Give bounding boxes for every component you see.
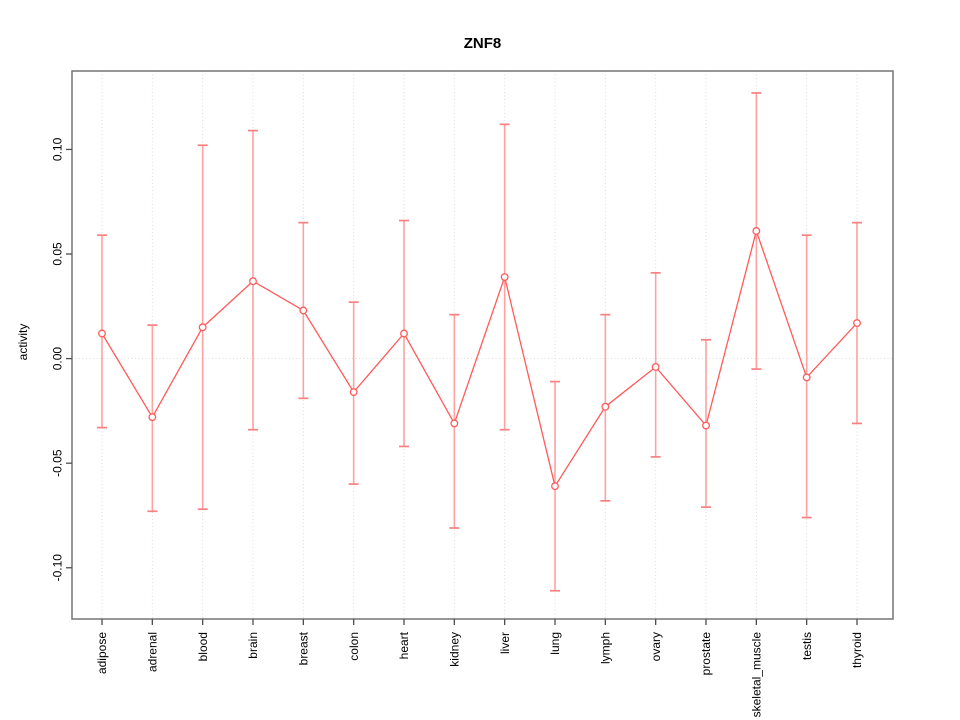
data-point xyxy=(752,227,761,235)
data-point xyxy=(651,363,660,371)
y-tick-label: 0.05 xyxy=(51,242,65,266)
category-label: thyroid xyxy=(850,632,864,668)
category-label: adrenal xyxy=(146,632,160,672)
plot-frame xyxy=(71,70,894,620)
data-point xyxy=(349,388,358,397)
data-point xyxy=(198,323,207,332)
category-label: brain xyxy=(246,632,260,659)
data-layer xyxy=(97,92,862,592)
category-label: ovary xyxy=(649,632,663,661)
data-point xyxy=(249,277,257,286)
category-label: kidney xyxy=(448,632,462,667)
data-point xyxy=(551,482,559,491)
data-point xyxy=(601,402,610,411)
grid-layer xyxy=(72,71,893,619)
series-line xyxy=(101,228,858,488)
data-point xyxy=(450,419,459,428)
frame-layer xyxy=(71,70,894,620)
y-tick-label: 0.00 xyxy=(51,347,65,371)
category-label: prostate xyxy=(699,632,713,676)
data-point xyxy=(299,306,308,315)
data-point xyxy=(853,319,861,327)
category-label: testis xyxy=(800,632,814,660)
category-label: adipose xyxy=(95,632,109,674)
data-point xyxy=(98,329,106,338)
data-point xyxy=(802,373,811,382)
axis-layer: -0.10 -0.05 0.00 0.05 0.10 adipose adrenal bloo… xyxy=(51,137,865,717)
category-label: skeletal_muscle xyxy=(750,632,764,718)
category-label: breast xyxy=(297,631,311,665)
category-label: blood xyxy=(196,632,210,661)
data-point xyxy=(400,329,408,338)
category-label: lung xyxy=(548,632,562,655)
chart-title: ZNF8 xyxy=(464,35,502,52)
category-label: liver xyxy=(498,632,512,654)
category-label: lymph xyxy=(599,632,613,664)
data-point xyxy=(500,273,509,281)
y-tick-label: -0.10 xyxy=(51,554,65,582)
y-tick-label: -0.05 xyxy=(51,449,65,477)
data-point xyxy=(702,421,710,430)
y-axis-label: activity xyxy=(16,324,30,361)
y-tick-label: 0.10 xyxy=(51,137,65,161)
category-label: heart xyxy=(397,631,411,659)
data-point xyxy=(148,413,157,422)
category-label: colon xyxy=(347,632,361,661)
